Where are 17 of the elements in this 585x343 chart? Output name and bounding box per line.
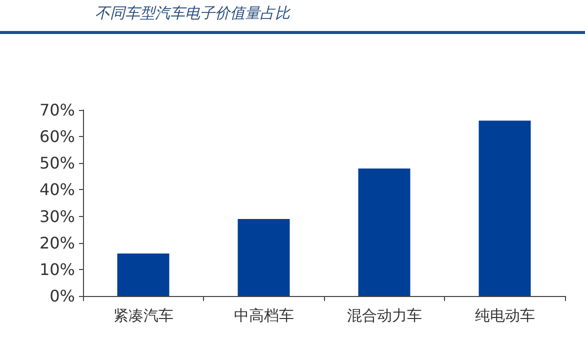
chart-title: 不同车型汽车电子价值量占比: [95, 4, 290, 23]
y-tick-label: 70%: [39, 100, 75, 120]
y-tick-label: 40%: [39, 180, 75, 200]
x-tick-label: 混合动力车: [346, 306, 422, 324]
bar: [117, 253, 170, 296]
bar: [478, 120, 531, 296]
bar: [238, 218, 290, 296]
x-tick-label: 纯电动车: [474, 306, 535, 324]
y-tick-label: 50%: [39, 154, 75, 173]
x-tick-label: 紧凑汽车: [113, 306, 174, 324]
y-tick-label: 0%: [50, 286, 75, 306]
bar: [358, 168, 410, 296]
y-tick-label: 30%: [39, 206, 75, 226]
y-tick-label: 20%: [39, 233, 75, 252]
x-tick-label: 中高档车: [234, 306, 294, 324]
y-tick-label: 60%: [39, 127, 75, 146]
y-tick-label: 10%: [39, 260, 75, 279]
